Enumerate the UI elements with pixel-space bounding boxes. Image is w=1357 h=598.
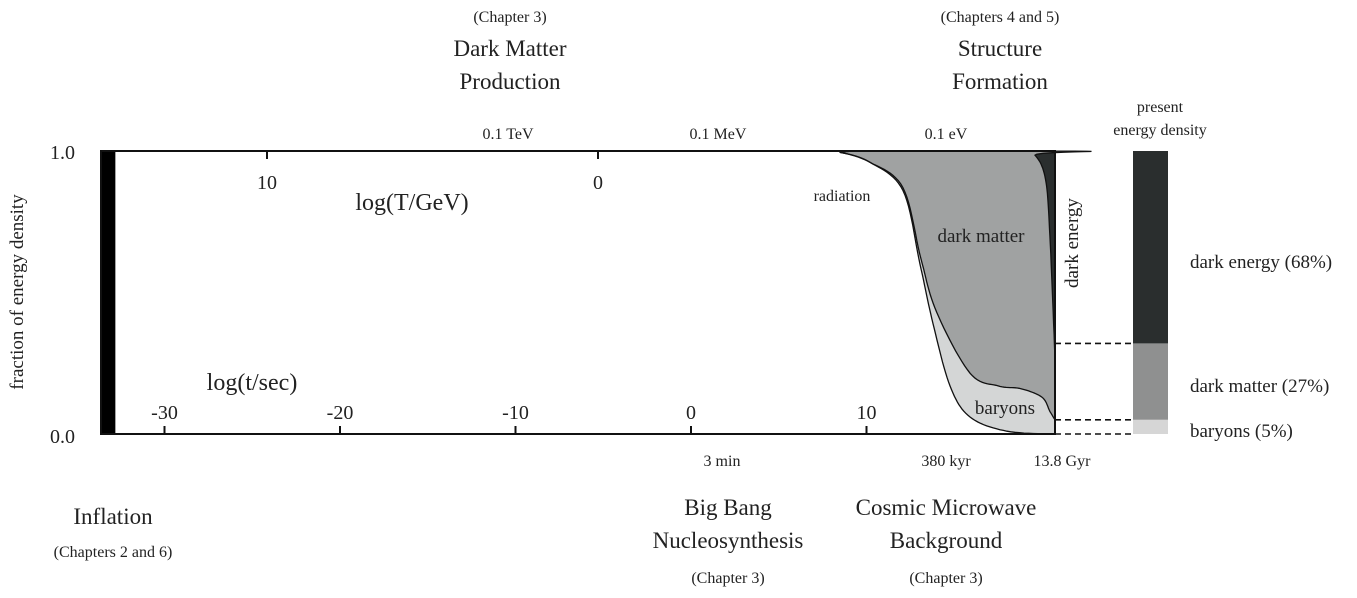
present-title-1: present <box>1137 99 1184 116</box>
dark-matter-area <box>101 151 1092 420</box>
present-dark-energy-segment <box>1133 151 1168 344</box>
y-tick-label: 0.0 <box>50 426 75 448</box>
present-title-2: energy density <box>1113 122 1206 139</box>
structure-title-2: Formation <box>952 69 1048 94</box>
bottom-tick-label: -10 <box>502 402 529 424</box>
baryons-boundary <box>101 150 1056 421</box>
present-label-dark-matter: dark matter (27%) <box>1190 376 1329 397</box>
structure-chapter: (Chapters 4 and 5) <box>941 9 1060 26</box>
axis-ticks: -30 -20 -10 0 10 10 0 <box>151 151 877 434</box>
dm-production-title-2: Production <box>460 69 561 94</box>
inflation-chapter: (Chapters 2 and 6) <box>54 544 173 561</box>
top-axis-label: log(T/GeV) <box>355 190 468 216</box>
y-tick-label: 1.0 <box>50 142 75 164</box>
time-label-380kyr: 380 kyr <box>921 453 971 470</box>
radiation-label: radiation <box>814 188 871 205</box>
cmb-chapter: (Chapter 3) <box>909 570 982 587</box>
energy-label-tev: 0.1 TeV <box>482 126 533 143</box>
time-label-13-8gyr: 13.8 Gyr <box>1034 453 1092 470</box>
dark-energy-label: dark energy <box>1062 198 1083 288</box>
inflation-title: Inflation <box>73 504 153 529</box>
present-dark-matter-segment <box>1133 343 1168 420</box>
bottom-tick-label: 10 <box>857 402 877 424</box>
time-label-3min: 3 min <box>704 453 741 470</box>
bottom-tick-label: -30 <box>151 402 178 424</box>
bbn-title-2: Nucleosynthesis <box>653 528 804 553</box>
baryons-label: baryons <box>975 398 1035 419</box>
cmb-title-2: Background <box>890 528 1003 553</box>
bottom-tick-label: -20 <box>327 402 354 424</box>
bottom-tick-label: 0 <box>686 402 696 424</box>
dm-production-chapter: (Chapter 3) <box>473 9 546 26</box>
plot-frame <box>100 150 1056 435</box>
structure-title-1: Structure <box>958 36 1042 61</box>
bottom-axis-label: log(t/sec) <box>207 370 298 396</box>
present-label-dark-energy: dark energy (68%) <box>1190 252 1332 273</box>
present-baryons-segment <box>1133 419 1168 434</box>
top-tick-label: 0 <box>593 172 603 194</box>
top-tick-label: 10 <box>257 172 277 194</box>
dm-production-title-1: Dark Matter <box>453 36 566 61</box>
cmb-title-1: Cosmic Microwave <box>856 495 1037 520</box>
bbn-title-1: Big Bang <box>684 495 772 520</box>
bbn-chapter: (Chapter 3) <box>691 570 764 587</box>
energy-label-mev: 0.1 MeV <box>690 126 747 143</box>
y-axis-label: fraction of energy density <box>7 194 28 390</box>
energy-label-ev: 0.1 eV <box>925 126 968 143</box>
present-label-baryons: baryons (5%) <box>1190 421 1293 442</box>
dark-matter-label: dark matter <box>937 226 1025 247</box>
present-energy-bar <box>1055 151 1168 435</box>
inflation-band <box>101 151 116 434</box>
